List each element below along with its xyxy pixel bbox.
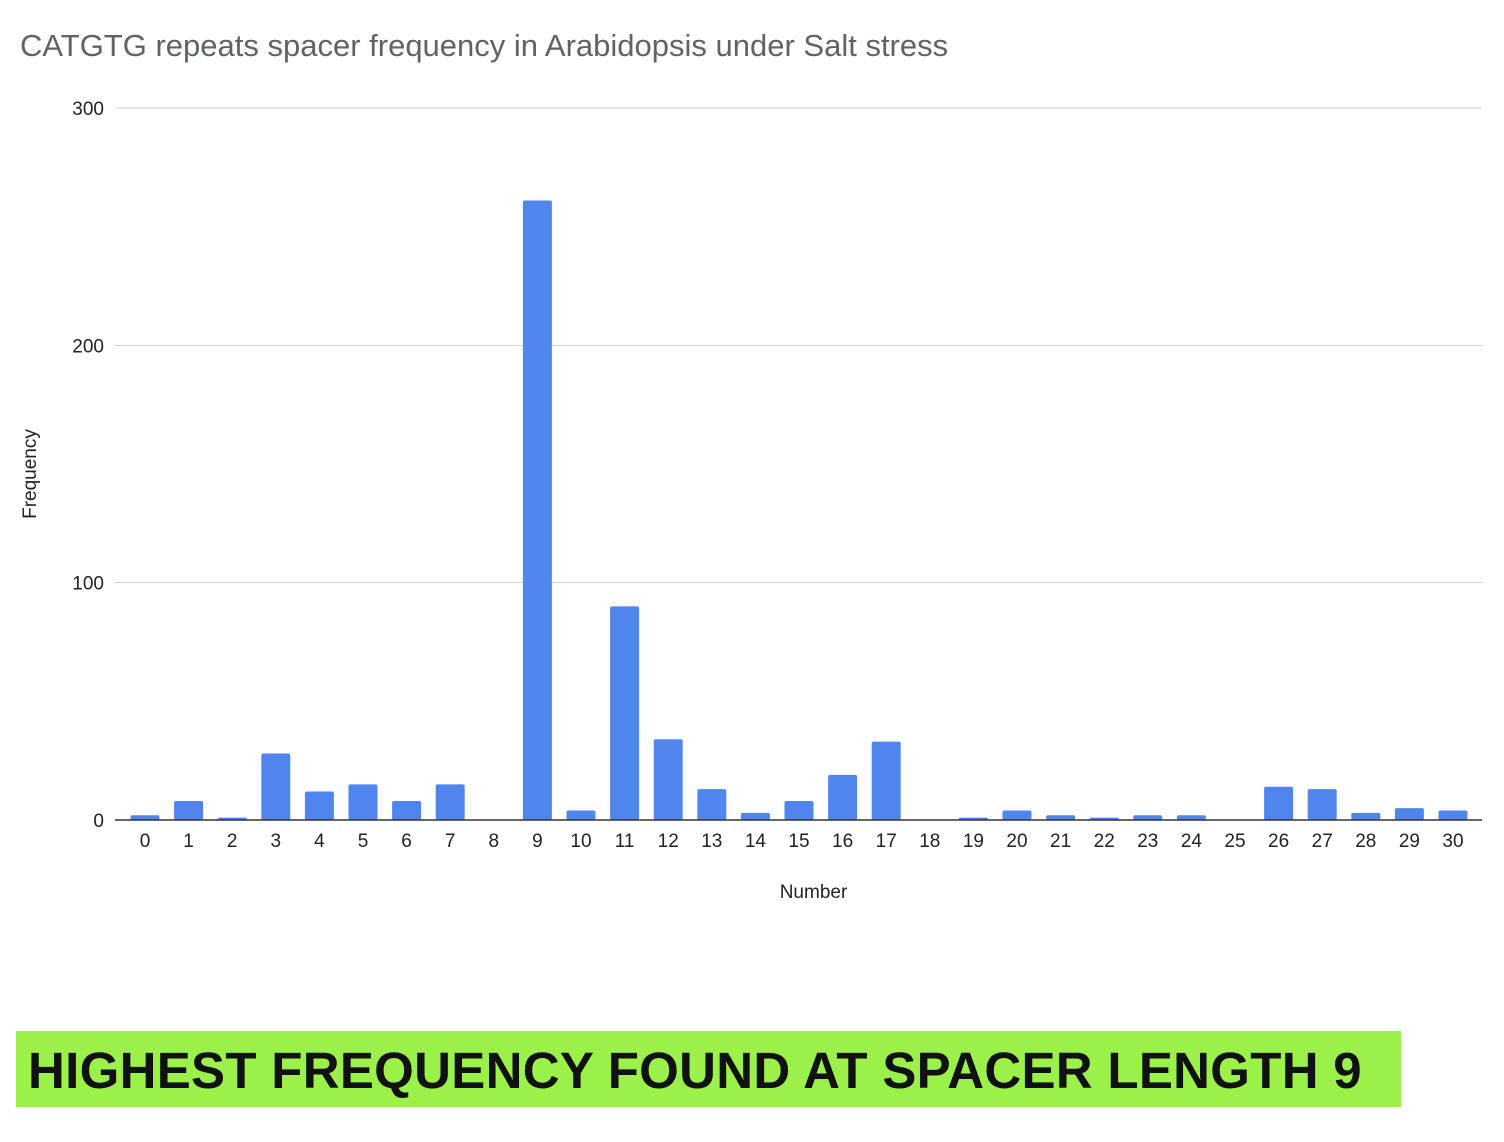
x-tick-label: 27 xyxy=(1312,831,1333,852)
x-tick-label: 23 xyxy=(1137,831,1158,852)
bar-30 xyxy=(1438,810,1468,820)
bar-27 xyxy=(1307,789,1337,820)
x-tick-label: 7 xyxy=(445,831,456,852)
x-tick-label: 4 xyxy=(314,831,325,852)
x-tick-label: 25 xyxy=(1224,831,1245,852)
x-tick-label: 3 xyxy=(271,831,282,852)
y-tick-label: 0 xyxy=(93,811,104,832)
y-tick-label: 100 xyxy=(72,574,104,595)
x-tick-label: 22 xyxy=(1094,831,1115,852)
bar-7 xyxy=(435,784,465,820)
x-tick-label: 6 xyxy=(401,831,412,852)
x-tick-label: 13 xyxy=(701,831,722,852)
x-tick-label: 15 xyxy=(788,831,809,852)
x-tick-label: 28 xyxy=(1355,831,1376,852)
bar-14 xyxy=(740,812,770,820)
bar-23 xyxy=(1133,815,1163,820)
bars xyxy=(130,200,1468,820)
x-tick-label: 10 xyxy=(570,831,591,852)
gridlines xyxy=(115,107,1482,584)
bar-10 xyxy=(566,810,596,820)
bar-17 xyxy=(871,741,901,820)
bar-28 xyxy=(1351,812,1381,820)
x-tick-label: 18 xyxy=(919,831,940,852)
x-tick-label: 9 xyxy=(532,831,543,852)
x-tick-label: 20 xyxy=(1006,831,1027,852)
x-tick-label: 19 xyxy=(963,831,984,852)
x-tick-label: 1 xyxy=(183,831,194,852)
x-tick-label: 16 xyxy=(832,831,853,852)
bar-21 xyxy=(1046,815,1076,820)
bar-4 xyxy=(304,791,334,820)
callout-text: HIGHEST FREQUENCY FOUND AT SPACER LENGTH… xyxy=(28,1042,1362,1099)
bar-5 xyxy=(348,784,378,820)
x-tick-label: 14 xyxy=(745,831,767,852)
x-axis-ticks: 0 1 2 3 4 5 6 7 8 9 10 11 12 13 14 15 16 17 18 19 20 21 22 23 24… xyxy=(140,831,1464,852)
bar-13 xyxy=(697,789,727,820)
bar-12 xyxy=(653,739,683,820)
x-tick-label: 17 xyxy=(876,831,897,852)
y-tick-label: 200 xyxy=(72,336,104,357)
bar-26 xyxy=(1264,786,1294,820)
x-tick-label: 11 xyxy=(615,831,635,852)
x-tick-label: 24 xyxy=(1181,831,1203,852)
bar-24 xyxy=(1176,815,1206,820)
bar-15 xyxy=(784,801,814,820)
x-tick-label: 30 xyxy=(1442,831,1463,852)
bar-29 xyxy=(1394,808,1424,820)
y-axis-label: Frequency xyxy=(20,429,41,519)
y-tick-label: 300 xyxy=(72,99,104,120)
bar-3 xyxy=(261,753,291,820)
bar-16 xyxy=(828,774,858,820)
x-tick-label: 8 xyxy=(489,831,500,852)
y-axis-ticks: 0 100 200 300 xyxy=(72,99,104,832)
bar-11 xyxy=(610,606,640,820)
x-tick-label: 26 xyxy=(1268,831,1289,852)
callout-banner: HIGHEST FREQUENCY FOUND AT SPACER LENGTH… xyxy=(16,1031,1401,1107)
x-tick-label: 12 xyxy=(658,831,679,852)
bar-6 xyxy=(392,801,422,820)
bar-1 xyxy=(174,801,204,820)
x-tick-label: 29 xyxy=(1399,831,1420,852)
x-axis-label: Number xyxy=(780,882,848,903)
bar-9 xyxy=(522,200,552,820)
x-tick-label: 2 xyxy=(227,831,238,852)
x-tick-label: 21 xyxy=(1050,831,1071,852)
bar-20 xyxy=(1002,810,1032,820)
bar-0 xyxy=(130,815,160,820)
chart-title: CATGTG repeats spacer frequency in Arabi… xyxy=(20,28,949,63)
x-tick-label: 0 xyxy=(140,831,151,852)
x-tick-label: 5 xyxy=(358,831,369,852)
